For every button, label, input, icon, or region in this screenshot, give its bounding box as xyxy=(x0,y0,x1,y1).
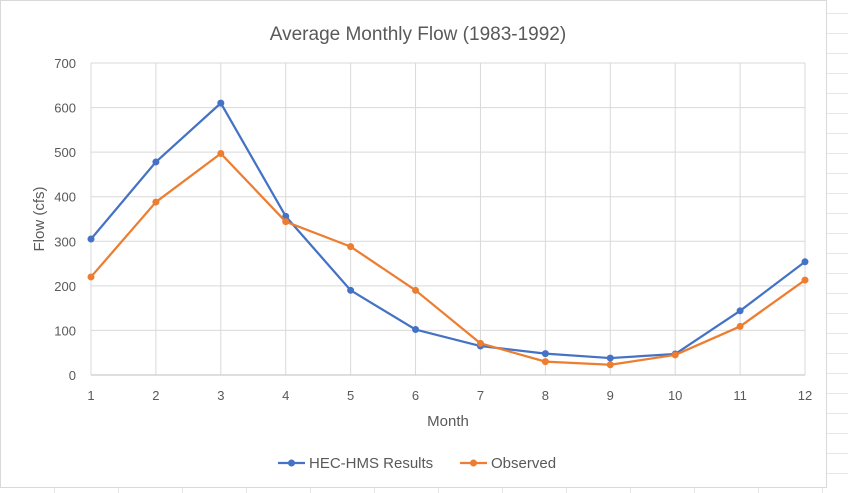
x-tick-label: 10 xyxy=(668,388,682,403)
series xyxy=(87,99,809,369)
y-tick-label: 300 xyxy=(54,234,76,249)
y-tick-label: 600 xyxy=(54,101,76,116)
data-point xyxy=(736,307,744,315)
x-axis-ticks: 1 2 3 4 5 6 7 8 9 10 11 12 xyxy=(87,388,812,403)
data-point xyxy=(217,149,225,157)
data-point xyxy=(476,339,484,347)
data-point xyxy=(412,326,420,334)
y-axis-title: Flow (cfs) xyxy=(31,187,48,252)
data-point xyxy=(412,286,420,294)
x-tick-label: 6 xyxy=(412,388,419,403)
legend-label: HEC-HMS Results xyxy=(309,455,433,472)
x-tick-label: 12 xyxy=(798,388,812,403)
x-tick-label: 8 xyxy=(542,388,549,403)
y-tick-label: 400 xyxy=(54,190,76,205)
data-point xyxy=(541,358,549,366)
x-tick-label: 3 xyxy=(217,388,224,403)
data-point xyxy=(347,243,355,251)
x-tick-label: 4 xyxy=(282,388,289,403)
x-tick-label: 9 xyxy=(607,388,614,403)
data-point xyxy=(801,276,809,284)
data-point xyxy=(282,218,290,226)
legend-marker xyxy=(288,459,295,467)
y-tick-label: 500 xyxy=(54,145,76,160)
x-tick-label: 11 xyxy=(733,388,747,403)
series-line xyxy=(90,101,806,360)
x-tick-label: 7 xyxy=(477,388,484,403)
data-point xyxy=(606,354,614,362)
y-tick-label: 200 xyxy=(54,279,76,294)
data-point xyxy=(606,361,614,369)
x-tick-label: 1 xyxy=(87,388,94,403)
chart-title: Average Monthly Flow (1983-1992) xyxy=(270,24,566,45)
x-tick-label: 5 xyxy=(347,388,354,403)
gridlines xyxy=(90,62,806,375)
data-point xyxy=(87,235,95,243)
data-point xyxy=(736,322,744,330)
data-point xyxy=(152,158,160,166)
data-point xyxy=(87,273,95,281)
chart-area[interactable] xyxy=(0,0,827,488)
y-tick-label: 0 xyxy=(69,368,76,383)
data-point xyxy=(541,350,549,358)
data-point xyxy=(347,286,355,294)
legend-marker xyxy=(470,459,477,467)
y-tick-label: 100 xyxy=(54,323,76,338)
data-point xyxy=(671,351,679,359)
data-point xyxy=(801,258,809,266)
legend-label: Observed xyxy=(491,455,556,472)
data-point xyxy=(152,198,160,206)
y-axis-ticks: 0 100 200 300 400 500 600 700 xyxy=(54,56,76,383)
data-point xyxy=(282,212,290,220)
series-line xyxy=(90,152,806,366)
legend: HEC-HMS Results Observed xyxy=(278,455,556,472)
y-tick-label: 700 xyxy=(54,56,76,71)
x-tick-label: 2 xyxy=(152,388,159,403)
data-point xyxy=(217,99,225,107)
x-axis-title: Month xyxy=(427,413,469,430)
